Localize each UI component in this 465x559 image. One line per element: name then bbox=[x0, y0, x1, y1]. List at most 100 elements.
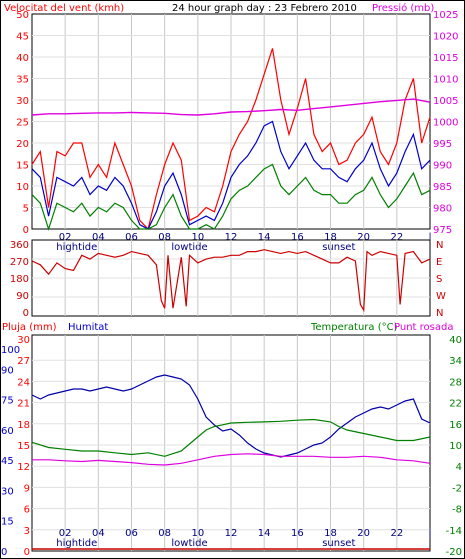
humidity-series bbox=[31, 374, 431, 550]
rain-tick-label: 21 bbox=[17, 399, 30, 410]
x-tick-label: 18 bbox=[324, 232, 337, 243]
rain-tick-label: 9 bbox=[24, 483, 30, 494]
temperature-label: Temperatura (°C) bbox=[310, 322, 398, 333]
x-tick-label: | bbox=[428, 528, 431, 539]
wind-tick-label: 15 bbox=[16, 161, 29, 172]
temperature-tick-label: 34 bbox=[449, 356, 462, 367]
direction-tick-label: 180 bbox=[10, 274, 29, 285]
x-tick-label: 12 bbox=[225, 528, 238, 539]
wind-grid bbox=[32, 14, 430, 229]
x-tick-label: 12 bbox=[225, 232, 238, 243]
direction-tick-label: 0 bbox=[23, 308, 29, 319]
direction-tick-label: 360 bbox=[10, 240, 29, 251]
x-marker-label: lowtide bbox=[171, 538, 207, 549]
series-pressure bbox=[31, 98, 431, 116]
graph-title: 24 hour graph day : 23 Febrero 2010 bbox=[172, 3, 357, 14]
temperature-tick-label: 16 bbox=[449, 420, 462, 431]
humidity-tick-label: 15 bbox=[1, 517, 14, 528]
rain-tick-label: 12 bbox=[17, 462, 30, 473]
series-gust bbox=[31, 48, 431, 231]
x-tick-label: 10 bbox=[191, 528, 204, 539]
temperature-tick-label: -8 bbox=[452, 505, 462, 516]
x-tick-label: | bbox=[428, 232, 431, 243]
wind-tick-label: 40 bbox=[16, 53, 29, 64]
humidity-tick-label: 60 bbox=[1, 426, 14, 437]
compass-label: N bbox=[436, 308, 443, 319]
direction-tick-label: 270 bbox=[10, 257, 29, 268]
series-direction bbox=[31, 249, 431, 313]
temperature-tick-label: -20 bbox=[446, 547, 462, 558]
pressure-tick-label: 1015 bbox=[433, 53, 458, 64]
humidity-x-axis: 02 04 06 08 10 12 14 16 18 20 22 | hightide lowtide su… bbox=[56, 528, 431, 549]
pressure-tick-label: 1010 bbox=[433, 75, 458, 86]
wind-tick-label: 0 bbox=[23, 225, 29, 236]
pressure-tick-label: 995 bbox=[433, 139, 452, 150]
wind-speed-label: Velocitat del vent (kmh) bbox=[4, 3, 124, 14]
series-temperature bbox=[31, 418, 431, 457]
wind-tick-label: 45 bbox=[16, 32, 29, 43]
wind-series bbox=[31, 48, 431, 231]
rain-tick-label: 3 bbox=[24, 526, 30, 537]
temperature-tick-label: -14 bbox=[446, 526, 462, 537]
series-humidity bbox=[31, 374, 431, 458]
x-tick-label: 08 bbox=[158, 232, 171, 243]
humidity-label: Humitat bbox=[68, 322, 108, 333]
rain-tick-label: 18 bbox=[17, 420, 30, 431]
x-marker-label: lowtide bbox=[171, 242, 207, 253]
pressure-tick-label: 1020 bbox=[433, 32, 458, 43]
rain-label: Pluja (mm) bbox=[2, 322, 57, 333]
x-marker-label: hightide bbox=[56, 242, 97, 253]
wind-tick-label: 20 bbox=[16, 139, 29, 150]
compass-label: E bbox=[436, 257, 442, 268]
compass-label: S bbox=[436, 274, 442, 285]
x-tick-label: 20 bbox=[357, 232, 370, 243]
series-minimum bbox=[31, 163, 431, 231]
pressure-tick-label: 990 bbox=[433, 161, 452, 172]
x-tick-label: 02 bbox=[59, 232, 72, 243]
humidity-tick-label: 100 bbox=[1, 345, 20, 356]
temperature-tick-label: 22 bbox=[449, 399, 462, 410]
pressure-label: Pressió (mb) bbox=[372, 2, 434, 14]
pressure-tick-label: 980 bbox=[433, 204, 452, 215]
rain-axis: 0 3 6 9 12 15 18 21 24 27 30 bbox=[17, 335, 30, 558]
x-tick-label: 10 bbox=[191, 232, 204, 243]
rain-tick-label: 30 bbox=[17, 335, 30, 346]
pressure-tick-label: 975 bbox=[433, 225, 452, 236]
temperature-tick-label: -2 bbox=[452, 483, 462, 494]
pressure-tick-label: 1000 bbox=[433, 118, 458, 129]
x-tick-label: 06 bbox=[125, 232, 138, 243]
dewpoint-label: Punt rosada bbox=[394, 322, 453, 333]
humidity-grid bbox=[32, 335, 430, 551]
wind-x-axis: 02 04 06 08 10 12 14 16 18 20 22 | hightide lowtide su… bbox=[56, 232, 431, 253]
x-tick-label: 18 bbox=[324, 528, 337, 539]
humidity-tick-label: 90 bbox=[1, 365, 14, 376]
x-marker-label: hightide bbox=[56, 538, 97, 549]
direction-left-axis: 0 90 180 270 360 bbox=[10, 240, 29, 319]
wind-left-axis: 0 5 10 15 20 25 30 35 40 45 50 bbox=[16, 10, 29, 236]
x-tick-label: 02 bbox=[59, 528, 72, 539]
series-dewpoint bbox=[32, 453, 431, 466]
humidity-tick-label: 75 bbox=[1, 396, 14, 407]
compass-label: N bbox=[436, 240, 443, 251]
temperature-right-axis: -20 -14 -8 -2 4 10 16 22 28 34 40 bbox=[446, 335, 462, 558]
rain-tick-label: 0 bbox=[24, 547, 30, 558]
series-average bbox=[31, 120, 431, 230]
x-tick-label: 14 bbox=[258, 232, 271, 243]
x-marker-label: sunset bbox=[322, 242, 355, 253]
humidity-axis: 0 15 30 45 60 75 90 100 bbox=[1, 345, 20, 558]
x-tick-label: 20 bbox=[357, 528, 370, 539]
rain-tick-label: 6 bbox=[24, 505, 30, 516]
x-tick-label: 14 bbox=[258, 528, 271, 539]
temperature-tick-label: 40 bbox=[449, 335, 462, 346]
temperature-tick-label: 10 bbox=[449, 441, 462, 452]
wind-tick-label: 10 bbox=[16, 182, 29, 193]
wind-tick-label: 30 bbox=[16, 96, 29, 107]
rain-tick-label: 24 bbox=[17, 377, 30, 388]
humidity-tick-label: 30 bbox=[1, 486, 14, 497]
x-tick-label: 06 bbox=[125, 528, 138, 539]
pressure-tick-label: 985 bbox=[433, 182, 452, 193]
humidity-tick-label: 45 bbox=[1, 456, 14, 467]
rain-tick-label: 27 bbox=[17, 356, 30, 367]
